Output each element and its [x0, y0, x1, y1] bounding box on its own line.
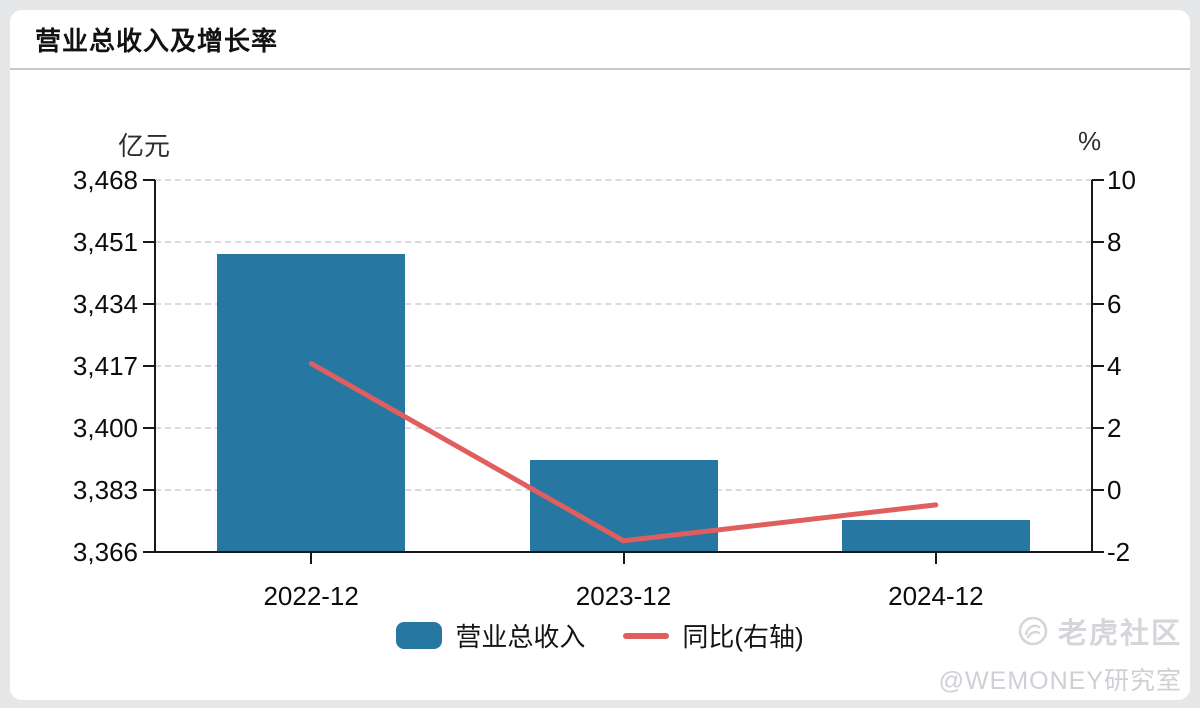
- y-axis-label-right: 0: [1107, 475, 1122, 505]
- y-axis-label-right: 6: [1107, 289, 1122, 319]
- right-axis-tick: [1092, 427, 1104, 429]
- right-axis-tick: [1092, 303, 1104, 305]
- x-axis-label: 2024-12: [888, 581, 984, 611]
- y-axis-label-left: 3,383: [72, 475, 138, 505]
- legend-item-revenue[interactable]: 营业总收入: [396, 617, 585, 654]
- bottom-axis-line: [154, 551, 1093, 553]
- bar-2022-12[interactable]: [217, 253, 406, 551]
- y-axis-label-left: 3,434: [72, 289, 138, 319]
- card-header: 营业总收入及增长率: [10, 10, 1190, 70]
- bar-series-swatch-icon: [396, 622, 443, 649]
- x-axis-tick: [934, 552, 937, 564]
- chart-area: 亿元 % 3,468 3,451 3,434 3,417 3,400 3,383 3,366…: [10, 10, 1190, 700]
- gridline: [155, 241, 1092, 243]
- watermark: 老虎社区 @WEMONEY研究室: [939, 610, 1182, 697]
- y-axis-label-left: 3,366: [72, 537, 138, 567]
- left-axis-tick: [143, 241, 155, 243]
- left-axis-tick: [143, 489, 155, 491]
- left-axis-tick: [143, 179, 155, 181]
- left-axis-tick: [143, 365, 155, 367]
- left-axis-unit-label: 亿元: [118, 131, 171, 161]
- line-series-swatch-icon: [623, 632, 670, 639]
- left-axis-line: [154, 180, 156, 553]
- right-axis-line: [1091, 180, 1093, 553]
- y-axis-label-right: 4: [1107, 351, 1122, 381]
- tiger-logo-icon: [1018, 616, 1048, 646]
- left-axis-tick: [143, 551, 155, 553]
- legend-label-yoy: 同比(右轴): [682, 622, 804, 652]
- gridline: [155, 179, 1092, 181]
- page-title: 营业总收入及增长率: [35, 25, 279, 56]
- watermark-brand: 老虎社区: [1057, 618, 1182, 650]
- right-axis-tick: [1092, 489, 1104, 491]
- y-axis-label-left: 3,468: [72, 165, 138, 195]
- x-axis-tick: [622, 552, 625, 564]
- watermark-handle: @WEMONEY研究室: [938, 667, 1182, 695]
- legend-label-revenue: 营业总收入: [455, 622, 586, 652]
- bar-2023-12[interactable]: [529, 460, 718, 551]
- y-axis-label-right: -2: [1107, 537, 1131, 567]
- left-axis-tick: [143, 427, 155, 429]
- right-axis-tick: [1092, 365, 1104, 367]
- chart-card: 营业总收入及增长率 亿元 % 3,468 3,451 3,434 3,417 3,400…: [10, 10, 1190, 700]
- y-axis-label-right: 2: [1107, 413, 1122, 443]
- bar-2024-12[interactable]: [841, 519, 1030, 551]
- x-axis-tick: [310, 552, 313, 564]
- right-axis-tick: [1092, 179, 1104, 181]
- right-axis-tick: [1092, 241, 1104, 243]
- y-axis-label-left: 3,417: [72, 351, 138, 381]
- right-axis-tick: [1092, 551, 1104, 553]
- y-axis-label-right: 8: [1107, 227, 1122, 257]
- y-axis-label-right: 10: [1107, 165, 1136, 195]
- chart-legend: 营业总收入 同比(右轴): [10, 617, 1190, 654]
- y-axis-label-left: 3,400: [72, 413, 138, 443]
- y-axis-label-left: 3,451: [72, 227, 138, 257]
- legend-item-yoy[interactable]: 同比(右轴): [623, 617, 804, 654]
- x-axis-label: 2022-12: [263, 581, 359, 611]
- gridline: [155, 303, 1092, 305]
- right-axis-unit-label: %: [1078, 126, 1102, 156]
- x-axis-label: 2023-12: [575, 581, 672, 611]
- left-axis-tick: [143, 303, 155, 305]
